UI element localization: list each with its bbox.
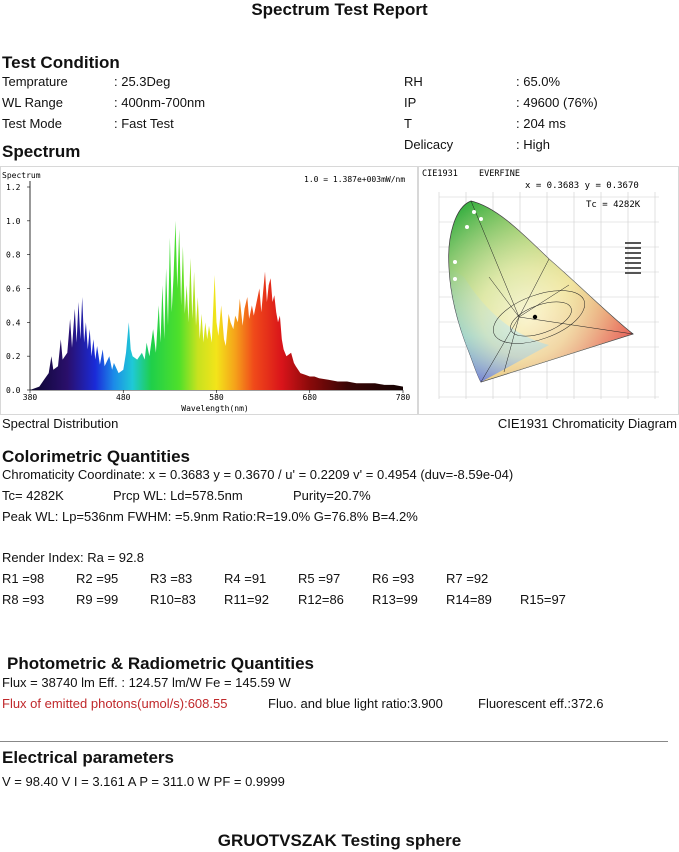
cie-legend [625, 242, 641, 274]
r-row2-6: R13=99 [372, 592, 418, 607]
spectrum-chart-annotation: 1.0 = 1.387e+003mW/nm [304, 175, 405, 184]
spectrum-xtick-label: 480 [116, 393, 131, 402]
prcp-wl: Prcp WL: Ld=578.5nm [113, 488, 243, 503]
spectrum-xtick-label: 380 [23, 393, 38, 402]
r-row1-5: R5 =97 [298, 571, 341, 586]
spectrum-ytick-label: 0.2 [6, 352, 21, 361]
spectrum-xaxis-label: Wavelength(nm) [181, 404, 248, 413]
electrical-heading: Electrical parameters [2, 748, 174, 767]
cond-label-test-mode: Test Mode [2, 116, 62, 131]
spectrum-caption-right: CIE1931 Chromaticity Diagram [497, 416, 677, 431]
cond-value-test-mode: : Fast Test [114, 116, 174, 131]
spectrum-ytick-label: 0.0 [6, 386, 21, 395]
r-row1-7: R7 =92 [446, 571, 489, 586]
spectrum-xtick-label: 580 [209, 393, 224, 402]
cond-label-ip: IP [404, 95, 417, 110]
cie-brand: EVERFINE [479, 169, 520, 179]
spectrum-chart-panel: 0.0 0.2 0.4 0.6 0.8 1.0 1.2 380 480 580 680 780 Sp… [0, 166, 418, 415]
electrical-line: V = 98.40 V I = 3.161 A P = 311.0 W PF =… [2, 774, 285, 789]
spectrum-ytick-label: 0.8 [6, 251, 21, 260]
test-condition-heading: Test Condition [2, 53, 120, 72]
cond-label-rh: RH [404, 74, 423, 89]
r-row2-2: R9 =99 [76, 592, 119, 607]
r-row1-2: R2 =95 [76, 571, 119, 586]
cond-value-t: : 204 ms [516, 116, 566, 131]
cie-tc: Tc = 4282K [586, 200, 641, 210]
r-row1-4: R4 =91 [224, 571, 267, 586]
cond-value-temperature: : 25.3Deg [114, 74, 171, 89]
fluorescent-eff: Fluorescent eff.:372.6 [478, 696, 604, 711]
footer-title: GRUOTVSZAK Testing sphere [217, 831, 462, 850]
cie-title: CIE1931 [422, 169, 458, 179]
r-row2-1: R8 =93 [2, 592, 45, 607]
spectrum-ytick-label: 0.4 [6, 318, 21, 327]
spectrum-xtick-label: 680 [303, 393, 318, 402]
cie-measured-point [532, 314, 538, 320]
r-row2-7: R14=89 [446, 592, 492, 607]
spectrum-area [30, 220, 403, 390]
tc-value: Tc= 4282K [2, 488, 64, 503]
spectrum-chart-title: Spectrum [2, 171, 41, 180]
cond-value-ip: : 49600 (76%) [516, 95, 598, 110]
spectrum-chart: 0.0 0.2 0.4 0.6 0.8 1.0 1.2 380 480 580 680 780 Sp… [2, 171, 411, 413]
purity: Purity=20.7% [293, 488, 371, 503]
cie-diagram-panel: CIE1931 EVERFINE x = 0.3683 y = 0.3670 T… [418, 166, 679, 415]
r-row2-3: R10=83 [150, 592, 196, 607]
spectrum-ytick-label: 1.0 [6, 217, 21, 226]
report-title: Spectrum Test Report [251, 0, 428, 19]
spectrum-ytick-label: 0.6 [6, 285, 21, 294]
r-row1-3: R3 =83 [150, 571, 193, 586]
cond-label-wl-range: WL Range [2, 95, 63, 110]
cie-coordinates: x = 0.3683 y = 0.3670 [525, 181, 639, 191]
cond-label-t: T [404, 116, 412, 131]
photon-flux: Flux of emitted photons(umol/s):608.55 [2, 696, 228, 711]
fluo-ratio: Fluo. and blue light ratio:3.900 [268, 696, 443, 711]
r-row2-8: R15=97 [520, 592, 566, 607]
r-row2-4: R11=92 [224, 592, 269, 607]
cond-label-temperature: Temprature [2, 74, 68, 89]
render-index: Render Index: Ra = 92.8 [2, 550, 145, 565]
r-row1-1: R1 =98 [2, 571, 45, 586]
cond-value-rh: : 65.0% [516, 74, 561, 89]
spectrum-heading: Spectrum [2, 142, 81, 161]
section-divider [0, 741, 668, 742]
colorimetric-heading: Colorimetric Quantities [2, 447, 190, 466]
spectrum-xtick-label: 780 [396, 393, 411, 402]
photometric-heading: Photometric & Radiometric Quantities [7, 654, 314, 673]
cie-diagram: CIE1931 EVERFINE x = 0.3683 y = 0.3670 T… [422, 169, 659, 399]
spectrum-ytick-label: 1.2 [6, 183, 21, 192]
r-row1-6: R6 =93 [372, 571, 415, 586]
flux-line: Flux = 38740 lm Eff. : 124.57 lm/W Fe = … [2, 675, 291, 690]
cond-label-delicacy: Delicacy [404, 137, 454, 152]
spectrum-caption-left: Spectral Distribution [2, 416, 119, 431]
r-row2-5: R12=86 [298, 592, 344, 607]
cond-value-delicacy: : High [516, 137, 550, 152]
chromaticity-line: Chromaticity Coordinate: x = 0.3683 y = … [2, 467, 514, 482]
cond-value-wl-range: : 400nm-700nm [114, 95, 206, 110]
peak-wl-line: Peak WL: Lp=536nm FWHM: =5.9nm Ratio:R=1… [2, 509, 418, 524]
